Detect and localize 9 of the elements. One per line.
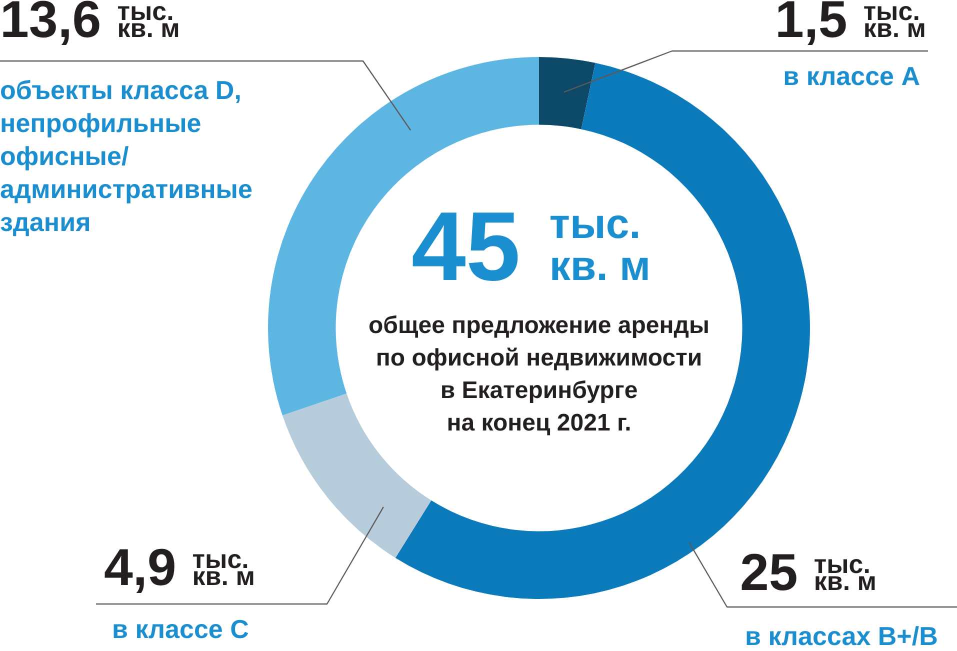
text: общее предложение аренды по офисной недвижимости в Екатеринбурге на конец 2021 г. [368, 312, 710, 436]
data-label: 25 тыс. кв. м [740, 544, 877, 602]
slice-label: объекты класса D, непрофильные офисные/ административные здания [0, 75, 252, 237]
slice-label: в классах B+/B [745, 621, 938, 651]
data-label: 13,6 тыс. кв. м [0, 0, 180, 49]
slice-label: в классе C [112, 614, 250, 644]
slice-label: в классе A [783, 61, 920, 91]
data-label: 1,5 тыс. кв. м [775, 0, 926, 49]
data-label: 4,9 тыс. кв. м [104, 539, 255, 597]
